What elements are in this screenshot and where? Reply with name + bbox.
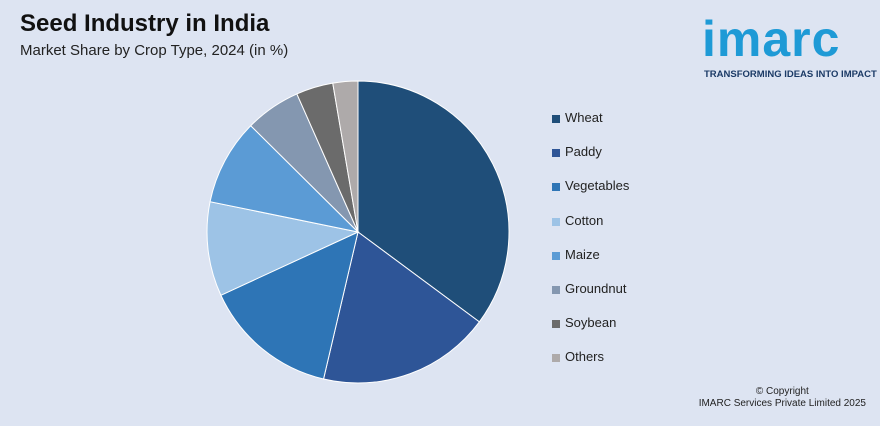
legend-item-paddy: Paddy: [552, 144, 629, 178]
legend-label: Groundnut: [565, 280, 627, 296]
pie-slice-others: [332, 80, 359, 233]
pie-slice-paddy: [322, 231, 481, 384]
chart-subtitle: Market Share by Crop Type, 2024 (in %): [20, 42, 289, 59]
pie-slice-maize: [209, 125, 360, 233]
legend-swatch: [552, 149, 560, 158]
chart-title: Seed Industry in India: [20, 10, 270, 37]
legend-label: Vegetables: [565, 178, 630, 194]
pie-chart: [206, 80, 510, 384]
legend-label: Others: [565, 349, 605, 365]
legend-item-others: Others: [552, 349, 629, 383]
logo-tagline: TRANSFORMING IDEAS INTO IMPACT: [704, 69, 877, 80]
legend-item-soybean: Soybean: [552, 315, 629, 349]
pie-slice-vegetables: [220, 231, 359, 380]
copyright-line: © Copyright: [755, 386, 809, 397]
imarc-logo: imarc TRANSFORMING IDEAS INTO IMPACT: [702, 11, 877, 82]
legend-swatch: [552, 183, 560, 192]
legend-swatch: [552, 354, 560, 363]
legend-swatch: [552, 115, 560, 123]
company-line: IMARC Services Private Limited 2025: [698, 398, 866, 409]
legend-label: Wheat: [565, 110, 603, 125]
legend-label: Paddy: [565, 144, 602, 160]
legend-label: Cotton: [565, 212, 604, 228]
legend-label: Maize: [565, 246, 600, 262]
legend-swatch: [552, 320, 560, 329]
legend-swatch: [552, 217, 560, 226]
legend-item-wheat: Wheat: [552, 110, 629, 144]
legend-item-maize: Maize: [552, 247, 629, 281]
legend-item-vegetables: Vegetables: [552, 178, 629, 212]
logo-wordmark: imarc: [702, 11, 841, 67]
pie-slice-cotton: [206, 201, 360, 296]
chart-legend: Wheat Paddy Vegetables Cotton Maize Groundnut…: [552, 110, 629, 384]
legend-swatch: [552, 285, 560, 294]
legend-item-groundnut: Groundnut: [552, 281, 629, 315]
legend-item-cotton: Cotton: [552, 213, 629, 247]
legend-label: Soybean: [565, 315, 617, 331]
pie-slice-wheat: [357, 80, 510, 323]
legend-swatch: [552, 251, 560, 260]
copyright-notice: © Copyright IMARC Services Private Limit…: [699, 386, 866, 410]
